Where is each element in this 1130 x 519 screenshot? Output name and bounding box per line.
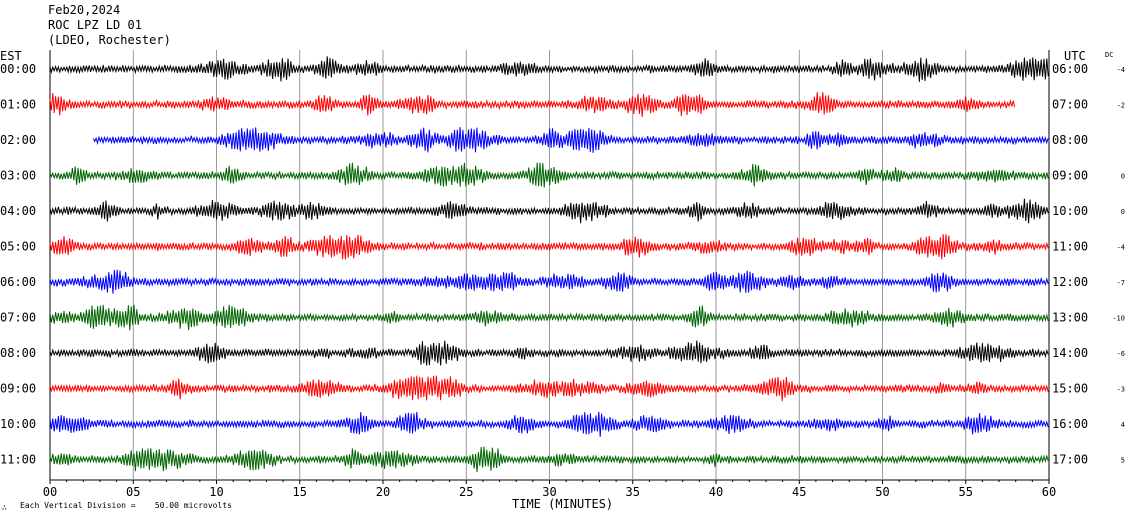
seismic-trace	[49, 446, 1049, 473]
seismic-trace	[49, 56, 1049, 82]
x-tick-label: 60	[1042, 485, 1056, 499]
est-time-label: 00:00	[0, 62, 36, 76]
dc-offset-label: 5	[1121, 457, 1125, 465]
seismic-trace	[49, 375, 1049, 402]
utc-time-label: 10:00	[1052, 204, 1088, 218]
chart-traces	[49, 56, 1049, 473]
utc-time-label: 16:00	[1052, 417, 1088, 431]
date-label: Feb20,2024	[48, 3, 121, 17]
dc-offset-label: -6	[1117, 350, 1125, 358]
dc-offset-label: -4	[1117, 244, 1125, 252]
utc-time-label: 08:00	[1052, 133, 1088, 147]
x-tick-label: 55	[959, 485, 973, 499]
dc-offset-label: 0	[1121, 208, 1125, 216]
x-tick-label: 10	[209, 485, 223, 499]
x-tick-label: 00	[43, 485, 57, 499]
utc-time-label: 06:00	[1052, 62, 1088, 76]
seismic-trace	[49, 411, 1049, 437]
x-tick-label: 30	[542, 485, 556, 499]
utc-time-label: 15:00	[1052, 382, 1088, 396]
est-label: EST	[0, 49, 22, 63]
est-time-label: 10:00	[0, 417, 36, 431]
dc-offset-label: -3	[1117, 386, 1125, 394]
est-time-label: 02:00	[0, 133, 36, 147]
est-time-label: 07:00	[0, 311, 36, 325]
utc-time-label: 17:00	[1052, 453, 1088, 467]
seismic-trace	[92, 127, 1049, 153]
est-time-label: 11:00	[0, 453, 36, 467]
x-tick-label: 05	[126, 485, 140, 499]
dc-offset-label: -7	[1117, 279, 1125, 287]
station-label: ROC LPZ LD 01	[48, 18, 142, 32]
utc-label: UTC	[1064, 49, 1086, 63]
x-axis: 00 05 10 15 20 25 30 35 40 45 50 55 60	[43, 480, 1056, 499]
scale-note: Each Vertical Division = 50.00 microvolt…	[20, 501, 232, 510]
seismic-trace	[49, 269, 1049, 294]
est-time-label: 01:00	[0, 98, 36, 112]
utc-time-label: 13:00	[1052, 311, 1088, 325]
time-labels: 00:00 06:00 -4 01:00 07:00 -2 02:00 08:00 03:00 0…	[0, 62, 1125, 467]
x-tick-label: 45	[792, 485, 806, 499]
x-tick-label: 20	[376, 485, 390, 499]
est-time-label: 03:00	[0, 169, 36, 183]
utc-time-label: 14:00	[1052, 346, 1088, 360]
x-tick-label: 40	[709, 485, 723, 499]
dc-offset-label: 0	[1121, 173, 1125, 181]
seismic-trace	[49, 340, 1049, 366]
x-tick-label: 50	[875, 485, 889, 499]
est-time-label: 08:00	[0, 346, 36, 360]
seismic-trace	[49, 162, 1049, 188]
est-time-label: 06:00	[0, 275, 36, 289]
x-tick-label: 15	[293, 485, 307, 499]
x-axis-title: TIME (MINUTES)	[512, 497, 613, 511]
est-time-label: 05:00	[0, 240, 36, 254]
utc-time-label: 12:00	[1052, 275, 1088, 289]
x-tick-label: 35	[626, 485, 640, 499]
est-time-label: 04:00	[0, 204, 36, 218]
x-tick-label: 25	[459, 485, 473, 499]
seismic-trace	[49, 92, 1016, 118]
chart-grid	[49, 50, 1050, 481]
seismic-trace	[49, 304, 1049, 331]
est-time-label: 09:00	[0, 382, 36, 396]
seismic-trace	[49, 198, 1049, 224]
network-label: (LDEO, Rochester)	[48, 33, 171, 47]
dc-offset-label: -4	[1117, 66, 1125, 74]
dc-offset-label: -10	[1112, 315, 1125, 323]
dc-offset-label: 4	[1121, 421, 1125, 429]
utc-time-label: 11:00	[1052, 240, 1088, 254]
corner-mark: ∴	[2, 503, 7, 512]
utc-time-label: 07:00	[1052, 98, 1088, 112]
seismic-trace	[49, 234, 1049, 260]
dc-label: DC	[1105, 51, 1113, 59]
dc-offset-label: -2	[1117, 102, 1125, 110]
utc-time-label: 09:00	[1052, 169, 1088, 183]
